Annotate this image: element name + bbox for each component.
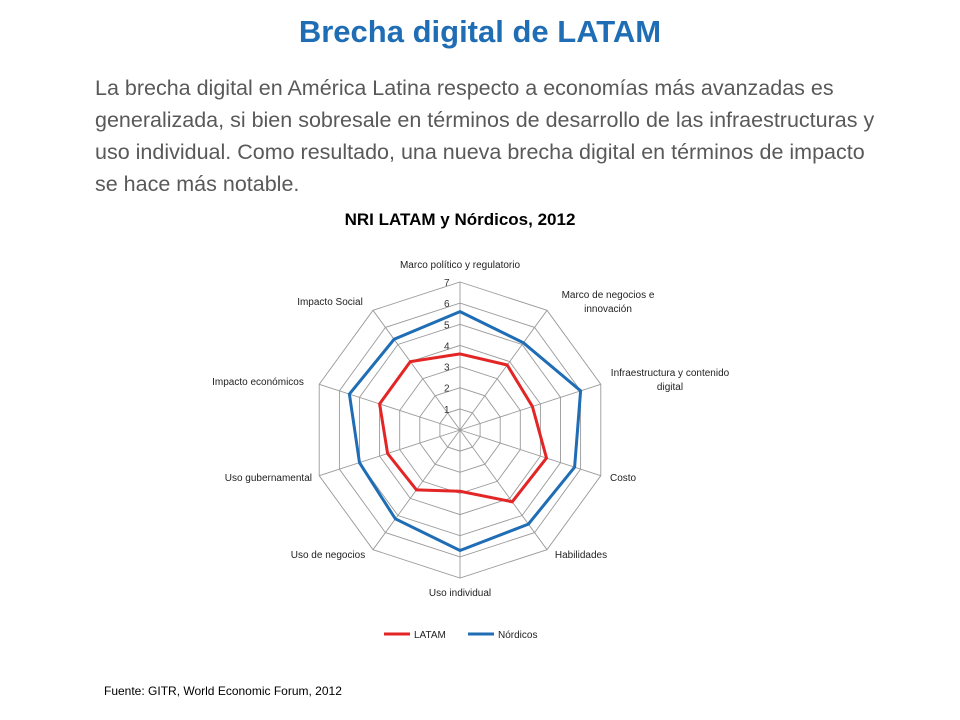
tick-label: 5 xyxy=(444,320,450,331)
tick-label: 3 xyxy=(444,363,450,374)
axis-spoke xyxy=(459,383,601,431)
legend-label: Nórdicos xyxy=(498,630,537,641)
chart-title: NRI LATAM y Nórdicos, 2012 xyxy=(344,210,576,229)
category-label: Uso gubernamental xyxy=(225,473,312,484)
category-label: Marco de negocios e innovación xyxy=(562,290,655,315)
axis-spoke xyxy=(459,310,548,431)
axis-spoke xyxy=(459,429,548,550)
axis-spoke xyxy=(319,383,461,431)
source-note: Fuente: GITR, World Economic Forum, 2012 xyxy=(104,684,342,698)
page-title: Brecha digital de LATAM xyxy=(298,14,662,49)
axis-spoke xyxy=(319,429,461,477)
series-line-latam xyxy=(378,352,549,504)
category-label: Impacto económicos xyxy=(212,377,304,388)
tick-label: 7 xyxy=(444,278,450,289)
series-line-nordicos xyxy=(347,309,583,553)
axis-spoke xyxy=(372,310,461,431)
category-label: Habilidades xyxy=(555,550,607,561)
page-description: La brecha digital en América Latina resp… xyxy=(95,76,875,196)
category-label: Uso de negocios xyxy=(291,550,366,561)
tick-label: 6 xyxy=(444,299,450,310)
category-label: Marco político y regulatorio xyxy=(400,260,520,271)
legend-label: LATAM xyxy=(414,630,446,641)
category-label: Impacto Social xyxy=(297,297,363,308)
category-label: Uso individual xyxy=(429,588,491,599)
category-label: Infraestructura y contenido digital xyxy=(611,368,730,393)
tick-label: 2 xyxy=(444,384,450,395)
axis-spoke xyxy=(459,429,601,477)
tick-label: 1 xyxy=(444,405,450,416)
tick-label: 4 xyxy=(444,341,450,352)
category-label: Costo xyxy=(610,473,637,484)
